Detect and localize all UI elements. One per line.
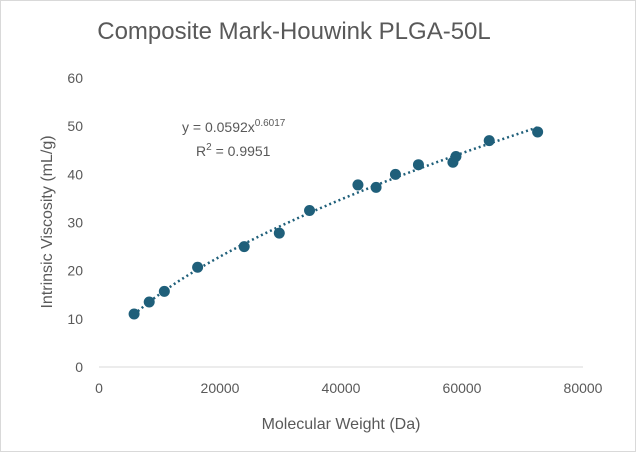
x-tick-label: 80000 — [564, 380, 603, 396]
data-point — [532, 126, 544, 138]
x-tick-label: 40000 — [322, 380, 361, 396]
data-point — [128, 308, 140, 320]
x-axis-ticks: 0 20000 40000 60000 80000 — [95, 380, 603, 396]
data-point — [192, 261, 204, 273]
y-axis-ticks: 0 10 20 30 40 50 60 — [67, 70, 83, 375]
trendline-equation: y = 0.0592x0.6017 — [182, 118, 286, 135]
data-point — [143, 296, 155, 308]
y-tick-label: 30 — [67, 215, 83, 231]
data-point — [273, 227, 285, 239]
y-tick-label: 50 — [67, 118, 83, 134]
data-point — [412, 159, 424, 171]
y-tick-label: 20 — [67, 263, 83, 279]
x-tick-label: 0 — [95, 380, 103, 396]
data-point — [370, 181, 382, 193]
chart-title: Composite Mark-Houwink PLGA-50L — [97, 18, 491, 45]
data-point — [304, 204, 316, 216]
x-tick-label: 60000 — [443, 380, 482, 396]
y-tick-label: 0 — [75, 359, 83, 375]
x-tick-label: 20000 — [201, 380, 240, 396]
x-axis-label: Molecular Weight (Da) — [262, 416, 421, 433]
r-squared-label: R2 = 0.9951 — [196, 142, 271, 159]
y-tick-label: 60 — [67, 70, 83, 86]
data-point — [158, 285, 170, 297]
data-point — [238, 241, 250, 253]
y-tick-label: 10 — [67, 311, 83, 327]
data-point — [389, 168, 401, 180]
data-point — [352, 179, 364, 191]
y-axis-label: Intrinsic Viscosity (mL/g) — [39, 135, 56, 308]
data-point — [450, 151, 462, 163]
data-points — [128, 126, 544, 320]
y-tick-label: 40 — [67, 166, 83, 182]
data-point — [483, 135, 495, 147]
trendline — [133, 126, 538, 316]
